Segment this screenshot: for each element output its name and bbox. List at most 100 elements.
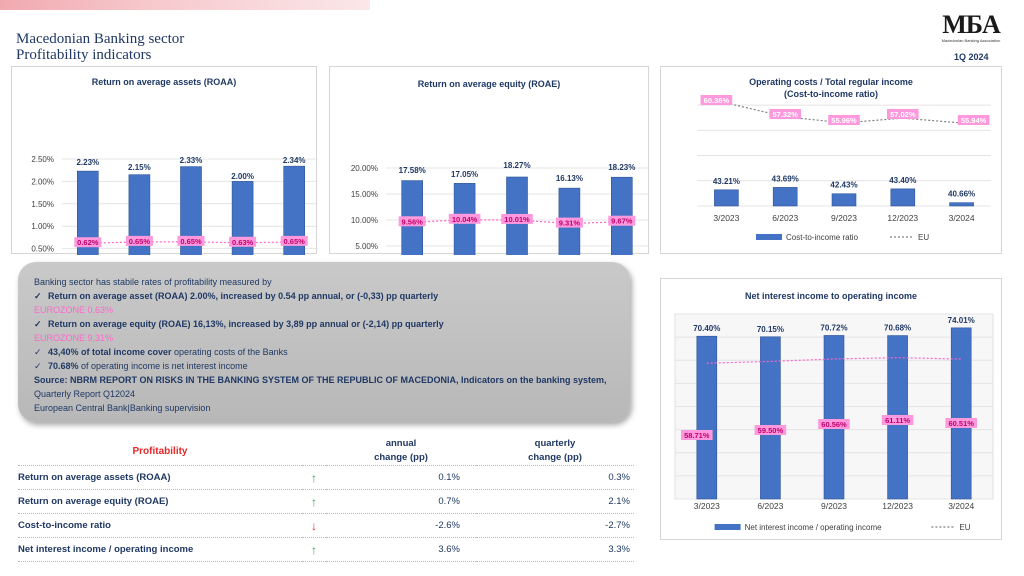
- eu-label-bg: [398, 216, 426, 227]
- checkmark-icon: ✓: [34, 361, 42, 371]
- bar: [283, 165, 306, 255]
- eu-label-bg: [957, 115, 990, 125]
- bar-value-label: 2.23%: [76, 158, 99, 167]
- eu-label-bg: [177, 235, 205, 246]
- mba-logo: MБA Macedonian Banking Association: [940, 12, 1002, 52]
- eu-value-label: 55.96%: [831, 116, 857, 125]
- table-header-row: Profitability annual change (pp) quarter…: [18, 437, 634, 466]
- x-tick-label: 12/2023: [887, 213, 918, 223]
- eu-value-label: 0.62%: [77, 238, 99, 247]
- row-quarterly: 3.3%: [476, 537, 634, 562]
- y-tick-label: 20.00%: [351, 164, 378, 173]
- eu-value-label: 60.36%: [704, 96, 730, 105]
- legend-series-label: Net interest income / operating income: [745, 523, 883, 532]
- summary-report: Quarterly Report Q12024: [34, 389, 136, 399]
- roae-chart-panel: Return on average equity (ROAE) 20.00% 15…: [329, 66, 649, 255]
- checkmark-icon: ✓: [34, 291, 42, 301]
- bar: [823, 335, 845, 500]
- eu-line: [726, 102, 962, 124]
- eu-label-bg: [887, 109, 919, 119]
- row-label: Return on average equity (ROAE): [18, 489, 302, 514]
- eu-value-label: 0.65%: [180, 237, 202, 246]
- page-title-line2: Profitability indicators: [16, 47, 152, 63]
- bar: [831, 193, 857, 207]
- row-label: Cost-to-income ratio: [18, 513, 302, 538]
- legend-eu-label: EU: [959, 523, 970, 532]
- y-tick-label: 1.00%: [31, 222, 54, 231]
- bar-value-label: 17.05%: [451, 170, 478, 179]
- legend-swatch: [714, 524, 741, 530]
- bar: [890, 188, 916, 207]
- page-title: Macedonian Banking sector Profitability …: [16, 31, 184, 63]
- bar-value-label: 43.40%: [889, 176, 916, 185]
- bar: [180, 166, 202, 255]
- eu-value-label: 0.63%: [232, 238, 254, 247]
- bar-value-label: 17.58%: [399, 166, 426, 175]
- bar: [760, 336, 781, 500]
- eu-label-bg: [280, 235, 308, 246]
- x-tick-label: 3/2023: [694, 501, 720, 511]
- summary-cost-item: ✓ 43,40% of total income cover operating …: [34, 345, 614, 359]
- summary-cost-bold: 43,40% of total income cover: [48, 347, 172, 357]
- eu-value-label: 9.67%: [611, 217, 633, 226]
- eu-label-bg: [555, 217, 583, 228]
- summary-roae-text: Return on average equity (ROAE) 16,13%, …: [48, 319, 444, 329]
- eu-label-bg: [700, 95, 733, 105]
- eu-value-label: 60.56%: [821, 420, 847, 429]
- bar: [77, 170, 99, 255]
- bar-value-label: 2.33%: [180, 156, 203, 165]
- bar: [714, 189, 739, 207]
- eu-line: [706, 357, 962, 364]
- roae-chart-title: Return on average equity (ROAE): [417, 79, 561, 89]
- roaa-chart-title: Return on average assets (ROAA): [91, 77, 237, 87]
- eu-label-bg: [608, 215, 636, 226]
- row-annual: 0.1%: [326, 465, 476, 490]
- bar: [950, 327, 972, 500]
- summary-roae-item: ✓ Return on average equity (ROAE) 16,13%,…: [34, 317, 614, 331]
- nii-chart: 70.40% 3/2023 70.15% 6/2023 70.72% 9/2023 70.6…: [674, 313, 994, 532]
- eu-label-bg: [818, 419, 850, 429]
- arrow-down-icon: ↓: [311, 518, 317, 533]
- bar-value-label: 70.15%: [757, 325, 784, 334]
- eu-label-bg: [681, 430, 713, 440]
- quarterly-header-line1: quarterly: [534, 438, 576, 449]
- eu-value-label: 55.94%: [961, 116, 987, 125]
- table-row: Return on average assets (ROAA) ↑ 0.1% 0…: [18, 465, 634, 490]
- eu-label-bg: [501, 213, 533, 224]
- eu-value-label: 57.02%: [890, 110, 916, 119]
- cost-income-chart-title: Operating costs / Total regular income (…: [661, 76, 1001, 100]
- bar-value-label: 18.27%: [503, 161, 530, 170]
- bar-value-label: 43.69%: [772, 174, 799, 183]
- bar-value-label: 70.72%: [820, 323, 847, 332]
- eu-label-bg: [828, 115, 860, 125]
- summary-roaa-item: ✓ Return on average asset (ROAA) 2.00%, i…: [34, 289, 614, 303]
- arrow-up-icon: ↑: [311, 494, 317, 509]
- table-header-quarterly: quarterly change (pp): [476, 437, 634, 466]
- bar-value-label: 74.01%: [948, 316, 975, 325]
- summary-intro: Banking sector has stabile rates of prof…: [34, 277, 272, 287]
- eu-value-label: 61.11%: [885, 416, 910, 425]
- bar: [772, 187, 798, 207]
- bar: [696, 335, 718, 500]
- bar-value-label: 42.43%: [830, 181, 857, 190]
- nii-chart-title: Net interest income to operating income: [744, 291, 918, 301]
- roae-chart: 20.00%15.00%10.00%5.00%0.00%17.58%3/2023…: [351, 161, 648, 255]
- y-tick-label: 2.50%: [31, 155, 54, 164]
- x-tick-label: 6/2023: [757, 501, 783, 511]
- bar-value-label: 70.40%: [693, 324, 720, 333]
- bar-value-label: 70.68%: [884, 324, 911, 333]
- row-annual: 0.7%: [326, 489, 476, 514]
- x-tick-label: 9/2023: [821, 501, 847, 511]
- nii-chart-panel: Net interest income to operating income …: [660, 278, 1002, 540]
- bar-value-label: 40.66%: [948, 190, 975, 199]
- x-tick-label: 12/2023: [882, 501, 913, 511]
- legend-series-label: Cost-to-income ratio: [786, 233, 859, 242]
- bar: [949, 202, 974, 207]
- y-tick-label: 15.00%: [351, 190, 378, 199]
- quarter-label: 1Q 2024: [954, 52, 989, 62]
- summary-box: Banking sector has stabile rates of prof…: [18, 262, 630, 422]
- roaa-chart: 2.50%2.00%1.50%1.00%0.50%0.00%2.23%3/202…: [31, 155, 318, 255]
- row-quarterly: -2.7%: [476, 513, 634, 538]
- eu-value-label: 58.71%: [684, 431, 710, 440]
- cost-income-chart-panel: Operating costs / Total regular income (…: [660, 66, 1002, 254]
